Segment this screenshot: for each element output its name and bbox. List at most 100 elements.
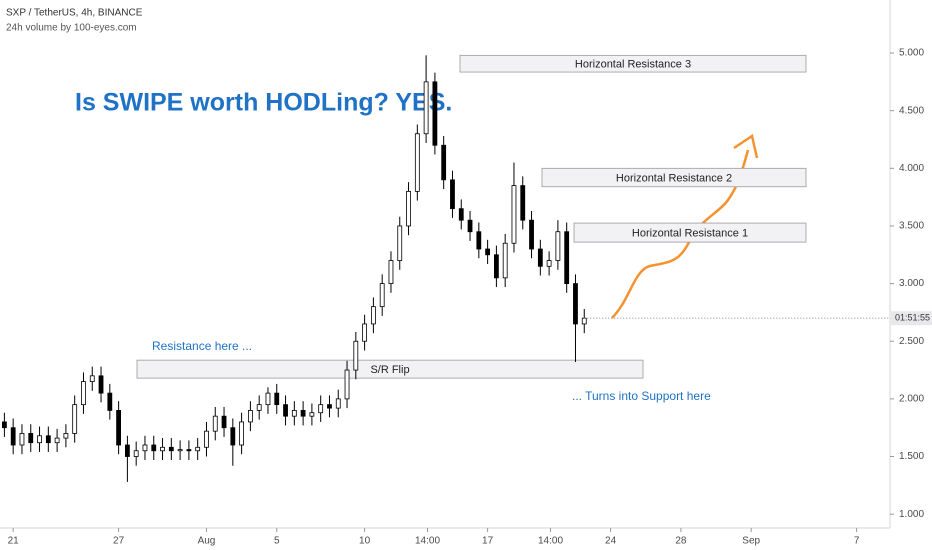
note: Resistance here ... <box>152 339 252 353</box>
candle-body <box>239 421 245 446</box>
candle-body <box>142 444 148 452</box>
candle-body <box>344 369 350 400</box>
zone-box <box>573 222 807 243</box>
candle-body <box>546 260 552 267</box>
candle-body <box>133 450 139 457</box>
y-tick-label: 1.500 <box>899 451 924 462</box>
candle-body <box>476 231 482 250</box>
candle-body <box>564 231 570 284</box>
candle-body <box>177 449 183 452</box>
candle-body <box>335 398 341 409</box>
y-tick-label: 4.500 <box>899 105 924 116</box>
y-tick-label: 2.500 <box>899 336 924 347</box>
y-tick-label: 3.500 <box>899 221 924 232</box>
y-tick-label: 1.000 <box>899 509 924 520</box>
zone-label: Horizontal Resistance 2 <box>616 172 732 184</box>
headline: Is SWIPE worth HODLing? YES. <box>75 89 452 117</box>
candle-body <box>28 433 34 444</box>
x-tick-label: 27 <box>113 536 125 547</box>
countdown-tag <box>891 311 932 326</box>
candle-body <box>573 283 578 325</box>
candle-body <box>274 392 280 406</box>
candle-body <box>520 185 526 221</box>
candle-body <box>379 283 385 308</box>
candle-body <box>370 306 376 325</box>
candle-body <box>195 446 201 452</box>
candle-body <box>493 254 499 279</box>
candle-body <box>45 435 51 444</box>
chart-subtitle: 24h volume by 100-eyes.com <box>6 23 137 34</box>
candle-body <box>98 375 104 394</box>
candle-body <box>441 144 447 181</box>
chart-title: SXP / TetherUS, 4h, BINANCE <box>6 8 143 19</box>
zone-label: S/R Flip <box>370 364 409 376</box>
arrow-head <box>733 133 759 159</box>
candle-body <box>388 260 394 284</box>
candle-body <box>1 421 7 429</box>
candle-body <box>283 404 288 417</box>
x-tick-label: 14:00 <box>415 536 440 547</box>
candle-body <box>327 404 332 409</box>
x-tick-label: 10 <box>359 536 371 547</box>
candle-body <box>537 248 543 267</box>
zone-label: Horizontal Resistance 1 <box>632 227 748 239</box>
candle-body <box>414 133 420 192</box>
candle-body <box>265 392 271 406</box>
candle-body <box>247 410 253 423</box>
x-tick-label: 14:00 <box>538 536 563 547</box>
candle-body <box>230 427 236 446</box>
candle-body <box>581 317 587 325</box>
x-tick-label: 28 <box>675 536 687 547</box>
candle-body <box>168 446 174 452</box>
candle-body <box>555 231 561 261</box>
zone-box <box>541 167 807 188</box>
zone-box <box>459 54 807 73</box>
countdown: 01:51:55 <box>895 313 930 323</box>
candle-body <box>89 375 95 382</box>
candle-body <box>151 444 157 452</box>
x-tick-label: Sep <box>742 536 760 547</box>
candle-body <box>458 208 464 221</box>
candle-body <box>300 410 306 417</box>
candle-body <box>63 433 69 439</box>
y-tick-label: 5.000 <box>899 48 924 59</box>
candle-body <box>432 81 438 146</box>
x-tick-label: 21 <box>8 536 20 547</box>
candle-body <box>529 219 534 250</box>
y-tick-label: 2.000 <box>899 394 924 405</box>
zone-label: Horizontal Resistance 3 <box>575 59 691 71</box>
candle-body <box>221 415 227 429</box>
candle-body <box>81 381 86 406</box>
candle-body <box>318 404 324 414</box>
candle-body <box>291 410 297 417</box>
x-tick-label: 17 <box>482 536 494 547</box>
candle-body <box>107 392 113 411</box>
candle-body <box>309 412 315 417</box>
candle-body <box>502 242 508 279</box>
candle-body <box>485 248 491 256</box>
candle-body <box>37 435 42 444</box>
x-tick-label: 7 <box>854 536 860 547</box>
candle-body <box>212 415 218 432</box>
candle-body <box>362 323 368 342</box>
candle-body <box>124 444 130 457</box>
candle-body <box>186 449 192 452</box>
candle-body <box>10 427 16 446</box>
note: ... Turns into Support here <box>572 389 711 403</box>
candle-body <box>397 225 403 261</box>
candle-body <box>467 219 473 233</box>
candle-body <box>54 437 60 444</box>
x-tick-label: 24 <box>605 536 617 547</box>
candle-body <box>116 410 122 446</box>
candle-body <box>406 190 411 227</box>
x-tick-label: 5 <box>274 536 280 547</box>
candle-body <box>72 404 78 434</box>
x-tick-label: Aug <box>198 536 216 547</box>
candle-body <box>204 430 209 448</box>
candle-body <box>511 185 517 244</box>
candle-body <box>423 81 429 135</box>
y-tick-label: 4.000 <box>899 163 924 174</box>
candle-body <box>353 340 359 371</box>
candle-body <box>450 179 455 210</box>
